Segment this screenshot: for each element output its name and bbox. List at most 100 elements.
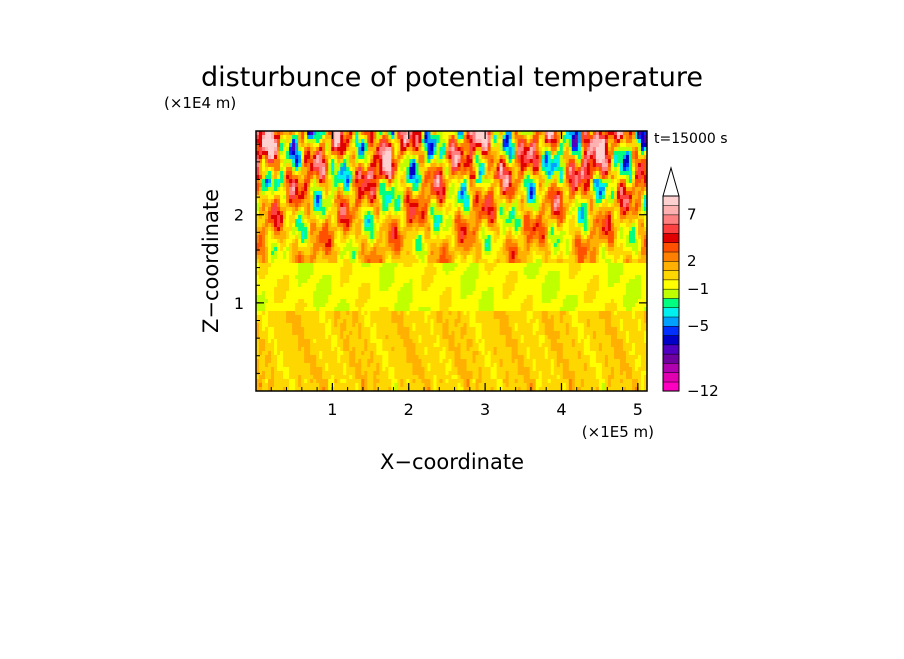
field-cell — [409, 271, 413, 276]
field-cell — [508, 139, 513, 144]
field-cell — [286, 243, 290, 248]
field-cell — [373, 183, 377, 188]
field-cell — [427, 155, 431, 160]
field-cell — [376, 231, 380, 236]
field-cell — [382, 267, 386, 272]
field-cell — [286, 255, 290, 260]
field-cell — [565, 159, 570, 164]
field-cell — [607, 211, 612, 216]
field-cell — [550, 247, 555, 252]
field-cell — [499, 279, 504, 284]
field-cell — [361, 215, 365, 220]
field-cell — [262, 147, 266, 152]
field-cell — [259, 263, 263, 268]
field-cell — [433, 235, 437, 240]
field-cell — [556, 147, 561, 152]
field-cell — [460, 147, 464, 152]
field-cell — [367, 235, 371, 240]
field-cell — [565, 163, 570, 168]
field-cell — [544, 267, 549, 272]
field-cell — [559, 279, 564, 284]
field-cell — [265, 203, 269, 208]
field-cell — [355, 207, 359, 212]
field-cell — [493, 199, 498, 204]
field-cell — [424, 239, 428, 244]
field-cell — [592, 179, 597, 184]
field-cell — [565, 239, 570, 244]
field-cell — [358, 215, 362, 220]
field-cell — [352, 159, 356, 164]
field-cell — [523, 215, 528, 220]
field-cell — [319, 215, 323, 220]
field-cell — [394, 267, 398, 272]
field-cell — [595, 231, 600, 236]
field-cell — [304, 147, 308, 152]
field-cell — [286, 219, 290, 224]
field-cell — [334, 227, 338, 232]
field-cell — [307, 147, 311, 152]
field-cell — [637, 259, 642, 264]
field-cell — [562, 211, 567, 216]
field-cell — [478, 235, 482, 240]
field-cell — [427, 227, 431, 232]
field-cell — [589, 147, 594, 152]
field-cell — [490, 235, 495, 240]
field-cell — [445, 267, 449, 272]
field-cell — [352, 263, 356, 268]
field-cell — [361, 239, 365, 244]
field-cell — [520, 159, 525, 164]
field-cell — [307, 227, 311, 232]
field-cell — [622, 131, 627, 136]
field-cell — [568, 147, 573, 152]
field-cell — [532, 279, 537, 284]
field-cell — [547, 263, 552, 268]
field-cell — [499, 187, 504, 192]
field-cell — [364, 235, 368, 240]
field-cell — [550, 195, 555, 200]
field-cell — [310, 179, 314, 184]
field-cell — [337, 235, 341, 240]
field-cell — [376, 279, 380, 284]
field-cell — [304, 203, 308, 208]
field-cell — [481, 183, 485, 188]
field-cell — [397, 211, 401, 216]
field-cell — [361, 283, 365, 288]
field-cell — [373, 231, 377, 236]
field-cell — [343, 251, 347, 256]
field-cell — [460, 227, 464, 232]
field-cell — [517, 143, 522, 148]
field-cell — [277, 243, 281, 248]
field-cell — [559, 143, 564, 148]
field-cell — [448, 219, 452, 224]
field-cell — [559, 203, 564, 208]
field-cell — [400, 187, 404, 192]
field-cell — [607, 255, 612, 260]
field-cell — [403, 151, 407, 156]
field-cell — [541, 263, 546, 268]
field-cell — [628, 211, 633, 216]
field-cell — [517, 259, 522, 264]
field-cell — [388, 139, 392, 144]
field-cell — [514, 139, 519, 144]
field-cell — [577, 219, 582, 224]
field-cell — [424, 167, 428, 172]
field-cell — [532, 151, 537, 156]
field-cell — [292, 259, 296, 264]
field-cell — [448, 207, 452, 212]
field-cell — [496, 143, 501, 148]
field-cell — [640, 179, 645, 184]
field-cell — [439, 247, 443, 252]
field-cell — [292, 279, 296, 284]
field-cell — [367, 263, 371, 268]
field-cell — [547, 251, 552, 256]
field-cell — [313, 139, 317, 144]
field-cell — [445, 147, 449, 152]
field-cell — [475, 171, 479, 176]
field-cell — [313, 195, 317, 200]
field-cell — [319, 267, 323, 272]
field-cell — [286, 131, 290, 136]
field-cell — [364, 279, 368, 284]
field-cell — [331, 175, 335, 180]
field-cell — [565, 155, 570, 160]
field-cell — [586, 167, 591, 172]
